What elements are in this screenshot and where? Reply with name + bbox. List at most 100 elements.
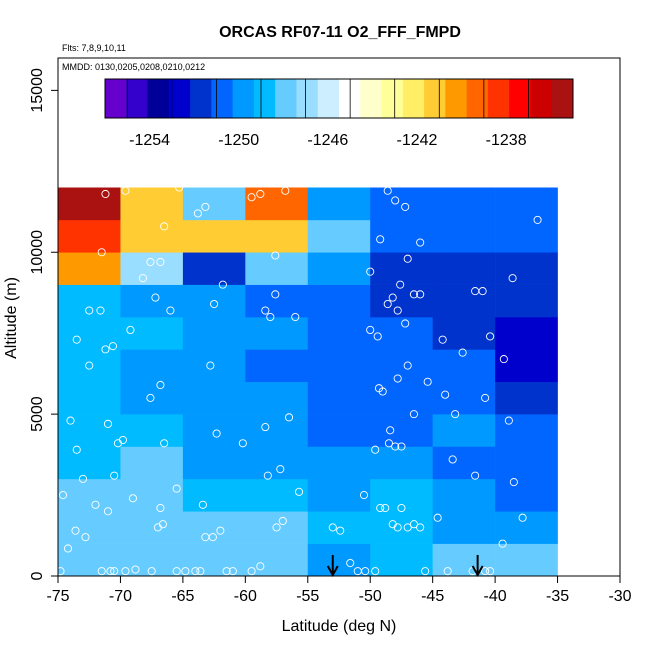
heatmap-cell — [432, 478, 496, 512]
heatmap-cell — [432, 349, 496, 383]
colorbar-swatch — [445, 79, 468, 118]
heatmap-cell — [120, 446, 184, 480]
flight-point — [403, 523, 412, 532]
flight-point — [481, 567, 490, 576]
heatmap-cell — [495, 478, 558, 512]
flight-point — [128, 494, 137, 503]
flight-point — [421, 567, 430, 576]
flight-point — [101, 345, 110, 354]
heatmap-cell — [58, 543, 121, 577]
flight-point — [441, 390, 450, 399]
heatmap-cell — [58, 349, 121, 383]
flight-point — [121, 186, 130, 195]
heatmap-cell — [182, 187, 246, 221]
flight-point — [276, 465, 285, 474]
flight-point — [401, 319, 410, 328]
flight-point — [478, 287, 487, 296]
heatmap-cell — [120, 414, 184, 447]
x-tick-label: -70 — [109, 588, 132, 605]
flight-point — [391, 196, 400, 205]
flight-point — [156, 503, 165, 513]
heatmap-cell — [245, 187, 309, 221]
heatmap-cell — [432, 414, 496, 447]
flight-point — [56, 567, 65, 576]
x-tick-label: -30 — [608, 588, 631, 605]
flight-point — [272, 523, 281, 532]
heatmap-cell — [370, 284, 433, 318]
flight-point — [103, 419, 113, 428]
flight-point — [504, 416, 513, 425]
heatmap-cell — [370, 414, 433, 447]
heatmap-cell — [58, 187, 121, 221]
flight-point — [118, 435, 127, 445]
flight-point — [409, 410, 418, 419]
flight-point — [383, 299, 392, 309]
flight-point — [172, 567, 181, 576]
flight-point — [166, 306, 175, 315]
flight-point — [147, 567, 156, 576]
heatmap-cell — [245, 284, 309, 318]
flight-point — [63, 544, 73, 553]
flight-point — [146, 393, 155, 402]
heatmap-cell — [432, 511, 496, 544]
heatmap-cell — [120, 219, 184, 253]
flight-point — [191, 567, 200, 576]
heatmap-cell — [307, 252, 371, 285]
flight-point — [416, 238, 425, 247]
flight-point — [238, 439, 247, 448]
heatmap-cell — [495, 219, 558, 253]
chart-title: ORCAS RF07-11 O2_FFF_FMPD — [219, 24, 461, 41]
heatmap-cell — [495, 284, 558, 318]
heatmap-cell — [120, 478, 184, 512]
heatmap-cell — [432, 284, 496, 318]
flight-point — [247, 193, 256, 202]
flight-point — [193, 209, 202, 218]
flight-arrows — [326, 555, 484, 578]
flight-point — [403, 361, 412, 370]
flight-point — [126, 325, 135, 335]
flight-point — [156, 380, 165, 390]
colorbar-swatch — [360, 79, 382, 118]
colorbar-tick-label: -1254 — [129, 132, 170, 149]
flight-point — [216, 526, 225, 535]
flight-point — [256, 562, 265, 571]
y-tick-label: 15000 — [29, 68, 46, 113]
heatmap-cell — [245, 252, 309, 285]
heatmap-cell — [432, 187, 496, 221]
flight-point — [403, 254, 412, 263]
colorbar-swatch — [466, 79, 489, 118]
flight-point — [212, 429, 221, 438]
heatmap-cell — [495, 187, 558, 221]
colorbar-tick-label: -1246 — [307, 132, 348, 149]
flight-point — [96, 306, 105, 315]
flight-point — [281, 186, 290, 195]
heatmap-cell — [370, 187, 433, 221]
flight-point — [201, 202, 210, 211]
plot-frame — [57, 57, 621, 577]
colorbar-swatch — [211, 79, 234, 118]
colorbar-swatch — [381, 79, 404, 118]
flight-point — [401, 202, 410, 211]
y-axis-label: Altitude (m) — [3, 277, 20, 359]
colorbar: -1254 -1250 -1246 -1242 -1238 — [104, 78, 574, 149]
heatmap-cell — [182, 219, 246, 253]
x-tick-label: -40 — [484, 588, 507, 605]
flight-point — [373, 332, 382, 341]
heatmap-cell — [58, 414, 121, 447]
flight-point — [172, 484, 181, 493]
flight-point — [218, 280, 227, 289]
flight-point — [206, 361, 215, 370]
flight-point — [296, 176, 305, 186]
heatmap-cell — [432, 381, 496, 415]
flight-point — [366, 325, 375, 335]
flight-point — [66, 416, 75, 425]
colorbar-swatch — [105, 79, 127, 118]
x-tick-label: -55 — [296, 588, 319, 605]
heatmap-cell — [495, 252, 558, 285]
flight-point — [386, 426, 395, 435]
flight-point — [256, 189, 265, 199]
flight-point — [448, 455, 457, 464]
heatmap-cell — [432, 446, 496, 480]
heatmap-cell — [245, 219, 309, 253]
